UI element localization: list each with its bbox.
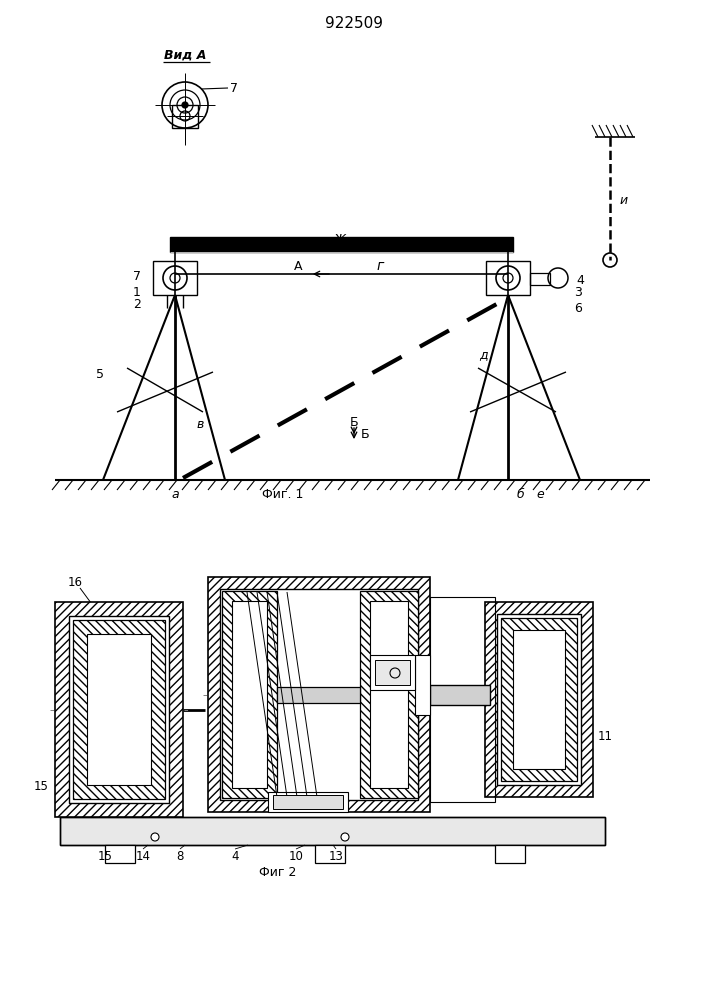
Text: е: е — [536, 488, 544, 500]
Bar — [222, 591, 277, 798]
Bar — [153, 261, 197, 295]
Bar — [485, 602, 593, 797]
Bar — [360, 591, 418, 798]
Bar — [430, 597, 495, 802]
Bar — [430, 685, 490, 705]
Text: 1: 1 — [133, 286, 141, 298]
Bar — [232, 601, 267, 788]
Text: Б: Б — [350, 416, 358, 428]
Text: а: а — [171, 488, 179, 500]
Text: 11: 11 — [597, 730, 612, 744]
Text: г: г — [376, 259, 384, 273]
Circle shape — [182, 102, 188, 108]
Text: 922509: 922509 — [325, 15, 383, 30]
Text: 15: 15 — [98, 850, 112, 863]
Text: б: б — [516, 488, 524, 500]
Bar — [273, 795, 343, 809]
Text: 7: 7 — [230, 82, 238, 95]
Text: Вид А: Вид А — [164, 48, 206, 62]
Bar — [172, 105, 198, 128]
Text: в: в — [197, 418, 204, 432]
Text: 13: 13 — [329, 850, 344, 863]
Text: 10: 10 — [288, 850, 303, 863]
Bar — [105, 845, 135, 863]
Text: А: А — [293, 259, 303, 272]
Bar — [208, 577, 430, 812]
Bar — [415, 655, 430, 715]
Text: 2: 2 — [133, 298, 141, 310]
Bar — [495, 845, 525, 863]
Text: Фиг. 1: Фиг. 1 — [262, 488, 304, 500]
Text: Б: Б — [361, 428, 369, 440]
Bar — [60, 817, 605, 845]
Bar — [87, 634, 151, 785]
Bar — [170, 237, 513, 252]
Text: и: и — [620, 194, 628, 207]
Bar — [55, 602, 183, 817]
Text: ж: ж — [334, 231, 346, 245]
Bar — [375, 660, 410, 685]
Bar — [268, 792, 348, 812]
Bar — [277, 687, 360, 703]
Bar — [370, 601, 408, 788]
Text: 15: 15 — [33, 780, 49, 794]
Text: д: д — [479, 349, 487, 361]
Text: 14: 14 — [136, 850, 151, 863]
Text: 6: 6 — [574, 302, 582, 314]
Text: Фиг 2: Фиг 2 — [259, 865, 297, 879]
Text: 4: 4 — [231, 850, 239, 863]
Text: 16: 16 — [67, 576, 83, 588]
Bar — [501, 618, 577, 781]
Bar — [513, 630, 565, 769]
Bar — [370, 655, 415, 690]
Circle shape — [151, 833, 159, 841]
Bar — [69, 616, 169, 803]
Text: 4: 4 — [576, 273, 584, 286]
Text: 7: 7 — [133, 269, 141, 282]
Bar — [73, 620, 165, 799]
Bar — [315, 845, 345, 863]
Text: 3: 3 — [574, 286, 582, 300]
Text: 8: 8 — [176, 850, 184, 863]
Bar — [530, 273, 550, 285]
Bar — [220, 589, 418, 800]
Bar — [486, 261, 530, 295]
Bar — [60, 817, 605, 845]
Bar — [497, 614, 581, 785]
Text: 5: 5 — [96, 368, 104, 381]
Circle shape — [341, 833, 349, 841]
